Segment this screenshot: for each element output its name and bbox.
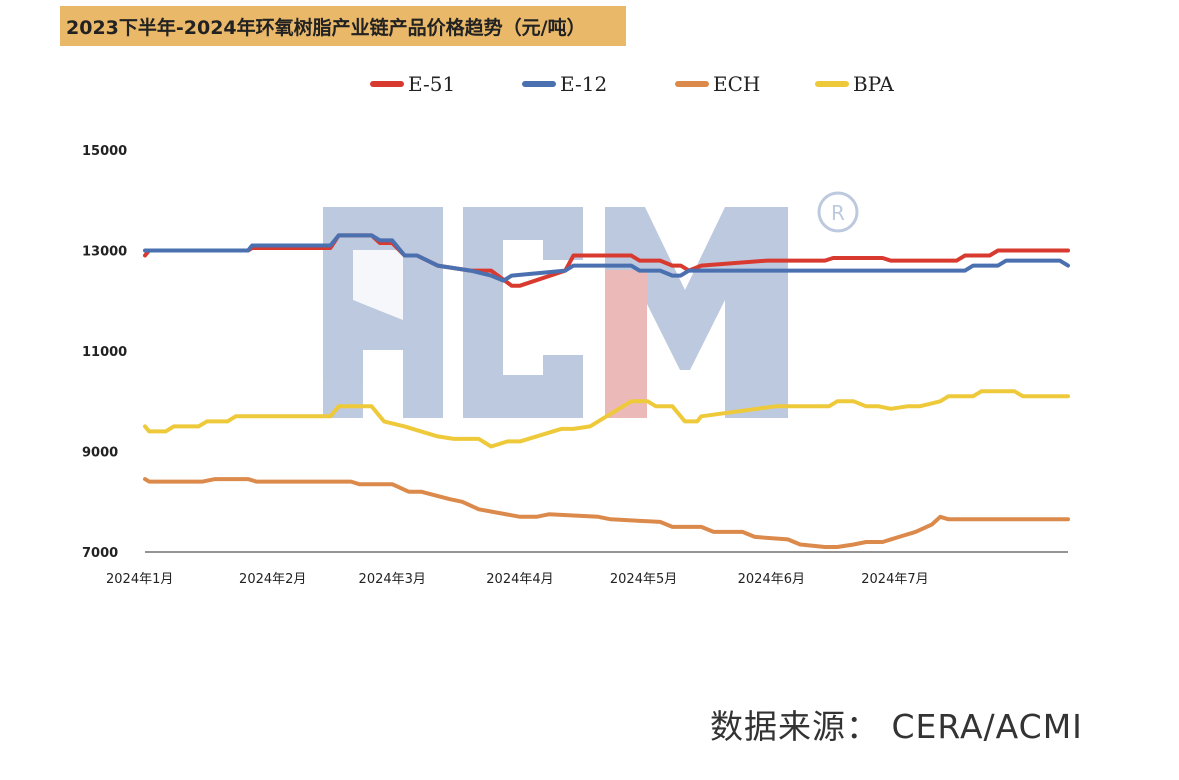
- legend-label-ech: ECH: [713, 72, 761, 96]
- legend-item-bpa: BPA: [815, 64, 894, 104]
- y-tick-label: 9000: [82, 446, 118, 461]
- y-tick-label: 13000: [82, 245, 127, 260]
- legend-item-e51: E-51: [370, 64, 455, 104]
- series-line-ech: [143, 477, 1070, 549]
- chart-title-box: 2023下半年-2024年环氧树脂产业链产品价格趋势（元/吨）: [60, 6, 626, 46]
- chart-series: [143, 233, 1070, 549]
- x-tick-label: 2024年7月: [861, 572, 928, 587]
- watermark-letter-i: [748, 207, 788, 418]
- legend-swatch-e12: [522, 81, 556, 87]
- watermark-letter-a-cut: [353, 250, 403, 320]
- x-tick-label: 2024年5月: [610, 572, 677, 587]
- x-tick-label: 2024年4月: [486, 572, 553, 587]
- legend-item-e12: E-12: [522, 64, 607, 104]
- x-tick-label: 2024年3月: [359, 572, 426, 587]
- x-tick-label: 2024年1月: [106, 572, 173, 587]
- legend-swatch-e51: [370, 81, 404, 87]
- watermark-letter-c: [463, 207, 583, 418]
- legend-swatch-ech: [675, 81, 709, 87]
- chart-axes: 7000 9000 11000 13000 15000 2024年1月 2024年2月 202…: [82, 144, 1068, 587]
- series-line-bpa: [143, 389, 1070, 449]
- legend-swatch-bpa: [815, 81, 849, 87]
- x-tick-label: 2024年6月: [738, 572, 805, 587]
- chart-title: 2023下半年-2024年环氧树脂产业链产品价格趋势（元/吨）: [66, 16, 586, 39]
- acmi-watermark: R: [323, 191, 859, 418]
- legend-label-bpa: BPA: [853, 72, 894, 96]
- y-tick-label: 7000: [82, 546, 118, 561]
- data-source-note: 数据来源： CERA/ACMI: [710, 707, 1083, 746]
- x-tick-label: 2024年2月: [239, 572, 306, 587]
- legend-label-e12: E-12: [560, 72, 608, 96]
- legend-item-ech: ECH: [675, 64, 760, 104]
- series-line-e-12: [143, 233, 1070, 283]
- legend-label-e51: E-51: [408, 72, 456, 96]
- watermark-registered-letter: R: [831, 201, 845, 225]
- y-tick-label: 11000: [82, 345, 127, 360]
- y-tick-label: 15000: [82, 144, 127, 159]
- watermark-accent-bar: [605, 270, 647, 418]
- watermark-registered-icon: [817, 191, 859, 233]
- chart-legend: E-51 E-12 ECH BPA: [0, 64, 1179, 104]
